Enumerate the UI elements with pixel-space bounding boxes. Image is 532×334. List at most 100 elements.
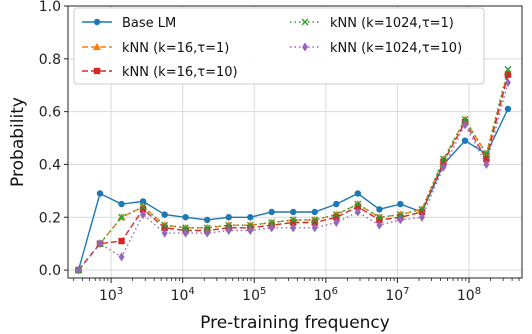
data-point bbox=[375, 213, 383, 221]
data-point bbox=[118, 237, 125, 245]
data-point bbox=[268, 219, 276, 227]
data-point bbox=[462, 120, 469, 130]
data-point bbox=[504, 71, 512, 78]
x-axis: 103 104 105 106 107 108 bbox=[73, 278, 520, 304]
data-point bbox=[440, 162, 447, 172]
y-axis: 0.0 0.2 0.4 0.6 0.8 1.0 bbox=[39, 0, 68, 279]
x-tick-label: 108 bbox=[457, 286, 481, 304]
data-point bbox=[140, 210, 147, 220]
data-point bbox=[225, 221, 233, 229]
data-point bbox=[161, 228, 168, 238]
y-axis-title: Probability bbox=[8, 97, 28, 187]
series-line bbox=[77, 108, 509, 271]
data-point bbox=[225, 225, 232, 235]
data-point bbox=[268, 208, 275, 216]
series-0 bbox=[75, 105, 512, 274]
data-point bbox=[333, 218, 340, 228]
data-point bbox=[482, 150, 490, 158]
series-line bbox=[77, 82, 509, 271]
data-point bbox=[332, 211, 340, 219]
data-point bbox=[139, 203, 147, 211]
legend-label: kNN (k=16,τ=10) bbox=[122, 65, 238, 80]
data-point bbox=[333, 200, 340, 208]
data-point bbox=[418, 208, 426, 216]
data-point bbox=[504, 78, 511, 88]
data-point bbox=[139, 198, 147, 205]
data-point bbox=[504, 65, 512, 73]
legend-marker bbox=[93, 42, 101, 50]
data-point bbox=[418, 205, 426, 213]
data-point bbox=[161, 224, 168, 232]
data-point bbox=[225, 214, 232, 221]
legend-label: kNN (k=16,τ=1) bbox=[122, 41, 229, 56]
data-point bbox=[204, 228, 211, 238]
data-point bbox=[182, 214, 189, 221]
legend-box bbox=[73, 7, 485, 85]
data-point bbox=[182, 228, 189, 238]
data-point bbox=[118, 200, 125, 208]
legend-marker bbox=[93, 18, 101, 26]
data-point bbox=[354, 203, 362, 210]
data-point bbox=[418, 212, 425, 222]
data-point bbox=[247, 214, 254, 221]
data-point bbox=[397, 215, 404, 225]
plot-frame bbox=[67, 5, 523, 279]
y-tick-label: 0.4 bbox=[39, 157, 61, 173]
series-3 bbox=[74, 65, 512, 274]
data-point bbox=[376, 216, 383, 224]
data-point bbox=[182, 224, 190, 232]
data-point bbox=[247, 225, 254, 235]
legend: Base LM kNN (k=16,τ=1) kNN (k=16,τ=10) kNN … bbox=[73, 7, 485, 85]
data-point bbox=[118, 213, 126, 221]
data-point bbox=[461, 137, 469, 144]
legend-marker bbox=[93, 67, 101, 75]
y-tick-label: 0.2 bbox=[39, 210, 61, 226]
data-point bbox=[376, 220, 383, 230]
data-point bbox=[203, 216, 211, 224]
data-point bbox=[311, 219, 318, 226]
data-point bbox=[246, 221, 254, 229]
series-line bbox=[77, 71, 509, 271]
data-point bbox=[290, 223, 297, 233]
data-point bbox=[290, 208, 297, 216]
plot-area bbox=[74, 65, 512, 275]
data-point bbox=[75, 265, 82, 275]
data-point bbox=[118, 252, 125, 262]
data-point bbox=[333, 214, 340, 221]
data-point bbox=[376, 206, 383, 213]
x-axis-title: Pre-training frequency bbox=[200, 313, 390, 333]
data-point bbox=[354, 190, 362, 197]
y-tick-label: 0.0 bbox=[39, 263, 61, 279]
data-point bbox=[311, 223, 318, 233]
legend-marker bbox=[301, 18, 309, 26]
y-tick-label: 1.0 bbox=[39, 0, 61, 15]
y-tick-label: 0.6 bbox=[39, 105, 61, 121]
data-point bbox=[161, 211, 168, 218]
data-point bbox=[311, 208, 318, 216]
data-point bbox=[504, 105, 512, 113]
data-point bbox=[289, 216, 297, 224]
x-tick-label: 107 bbox=[385, 286, 409, 304]
x-tick-label: 105 bbox=[242, 286, 266, 304]
data-point bbox=[483, 155, 490, 163]
data-point bbox=[97, 239, 104, 249]
data-point bbox=[396, 211, 404, 219]
data-point bbox=[397, 200, 404, 208]
data-point bbox=[268, 223, 275, 233]
x-tick-label: 104 bbox=[171, 286, 195, 304]
series-4 bbox=[75, 78, 511, 275]
legend-label: kNN (k=1024,τ=1) bbox=[330, 16, 454, 31]
legend-marker bbox=[302, 42, 308, 52]
data-point bbox=[439, 155, 447, 163]
data-point bbox=[440, 158, 447, 166]
legend-label: Base LM bbox=[122, 16, 176, 31]
data-point bbox=[290, 219, 297, 226]
data-point bbox=[354, 207, 361, 217]
data-point bbox=[483, 159, 490, 169]
data-point bbox=[311, 216, 319, 224]
legend-label: kNN (k=1024,τ=10) bbox=[330, 41, 462, 56]
x-tick-label: 103 bbox=[99, 286, 123, 304]
data-point bbox=[203, 224, 211, 232]
y-tick-label: 0.8 bbox=[39, 52, 61, 68]
